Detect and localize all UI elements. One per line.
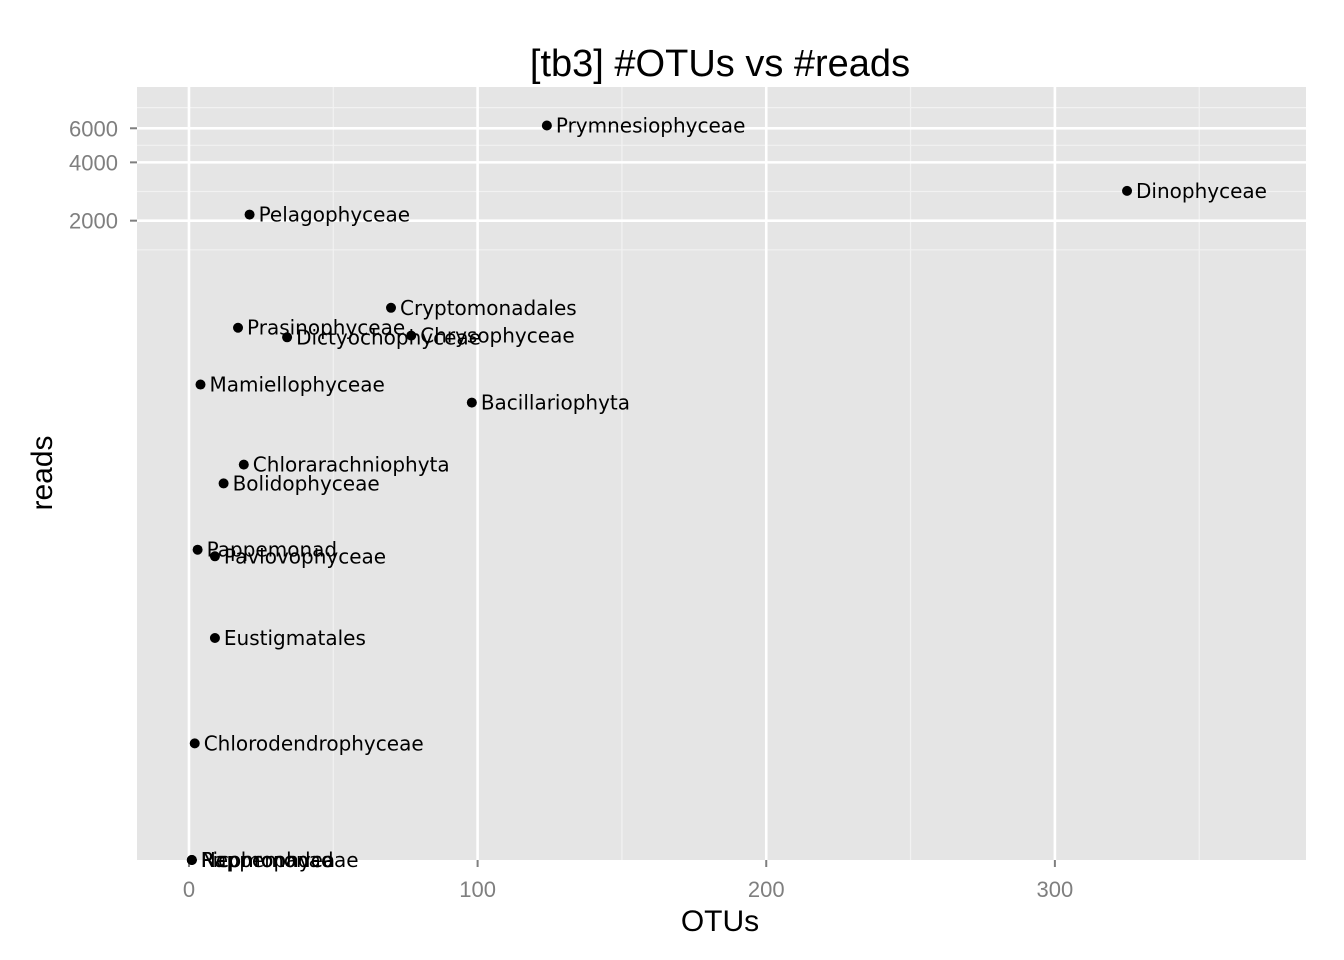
data-point-label: Bolidophyceae [233, 471, 380, 495]
x-axis: 0 100 200 300 [183, 860, 1073, 902]
data-point [218, 478, 229, 489]
point-labels: Prymnesiophyceae Dinophyceae Pelagophyceae… [201, 114, 1267, 872]
data-point [282, 332, 293, 343]
plot-panel [137, 87, 1306, 860]
data-points [186, 120, 1133, 865]
data-point-label: Pavlovophyceae [224, 544, 386, 568]
data-point [541, 120, 552, 131]
data-point [238, 459, 249, 470]
data-point [195, 379, 206, 390]
x-tick-label: 200 [748, 877, 785, 902]
x-tick-label: 300 [1037, 877, 1074, 902]
major-gridlines [137, 87, 1306, 860]
data-point [209, 633, 220, 644]
data-point-label: Eustigmatales [224, 626, 366, 650]
data-point [209, 551, 220, 562]
y-axis: 2000 4000 6000 [69, 116, 137, 234]
data-point [1122, 185, 1133, 196]
y-tick-label: 2000 [69, 209, 118, 234]
data-point [406, 330, 417, 341]
x-tick-label: 100 [459, 877, 496, 902]
data-point [466, 397, 477, 408]
data-point-label: Chlorodendrophyceae [204, 731, 424, 755]
data-point-label: Dictyochophyceae [296, 325, 481, 349]
x-axis-title: OTUs [681, 905, 759, 938]
y-tick-label: 6000 [69, 116, 118, 141]
data-point-label: Pappemonad [207, 538, 337, 562]
y-axis-title: reads [26, 435, 59, 510]
data-point-label: Chlorarachniophyta [253, 453, 450, 477]
data-point-label: Prymnesiophyceae [556, 114, 746, 138]
data-point [244, 209, 255, 220]
data-point [386, 302, 397, 313]
y-tick-label: 4000 [69, 150, 118, 175]
data-point [189, 738, 200, 749]
chart-title: [tb3] #OTUs vs #reads [530, 43, 910, 85]
minor-gridlines [137, 87, 1306, 860]
data-point-label: Cryptomonadales [400, 296, 577, 320]
data-point-label: Mamiellophyceae [210, 373, 385, 397]
data-point [186, 855, 197, 865]
data-point-label: Dinophyceae [1136, 179, 1267, 203]
data-point-label: Nephrophyceae [201, 848, 359, 872]
data-point-label: Chrysophyceae [420, 324, 574, 348]
data-point-label: Picomonadea [201, 848, 335, 872]
data-point-label: Rappemonad [201, 848, 334, 872]
data-point-label: Pelagophyceae [259, 203, 410, 227]
data-point-label: Prasinophyceae [247, 316, 405, 340]
data-point [233, 322, 244, 333]
x-tick-label: 0 [183, 877, 195, 902]
data-point-label: Bacillariophyta [481, 391, 630, 415]
data-point [192, 544, 203, 555]
